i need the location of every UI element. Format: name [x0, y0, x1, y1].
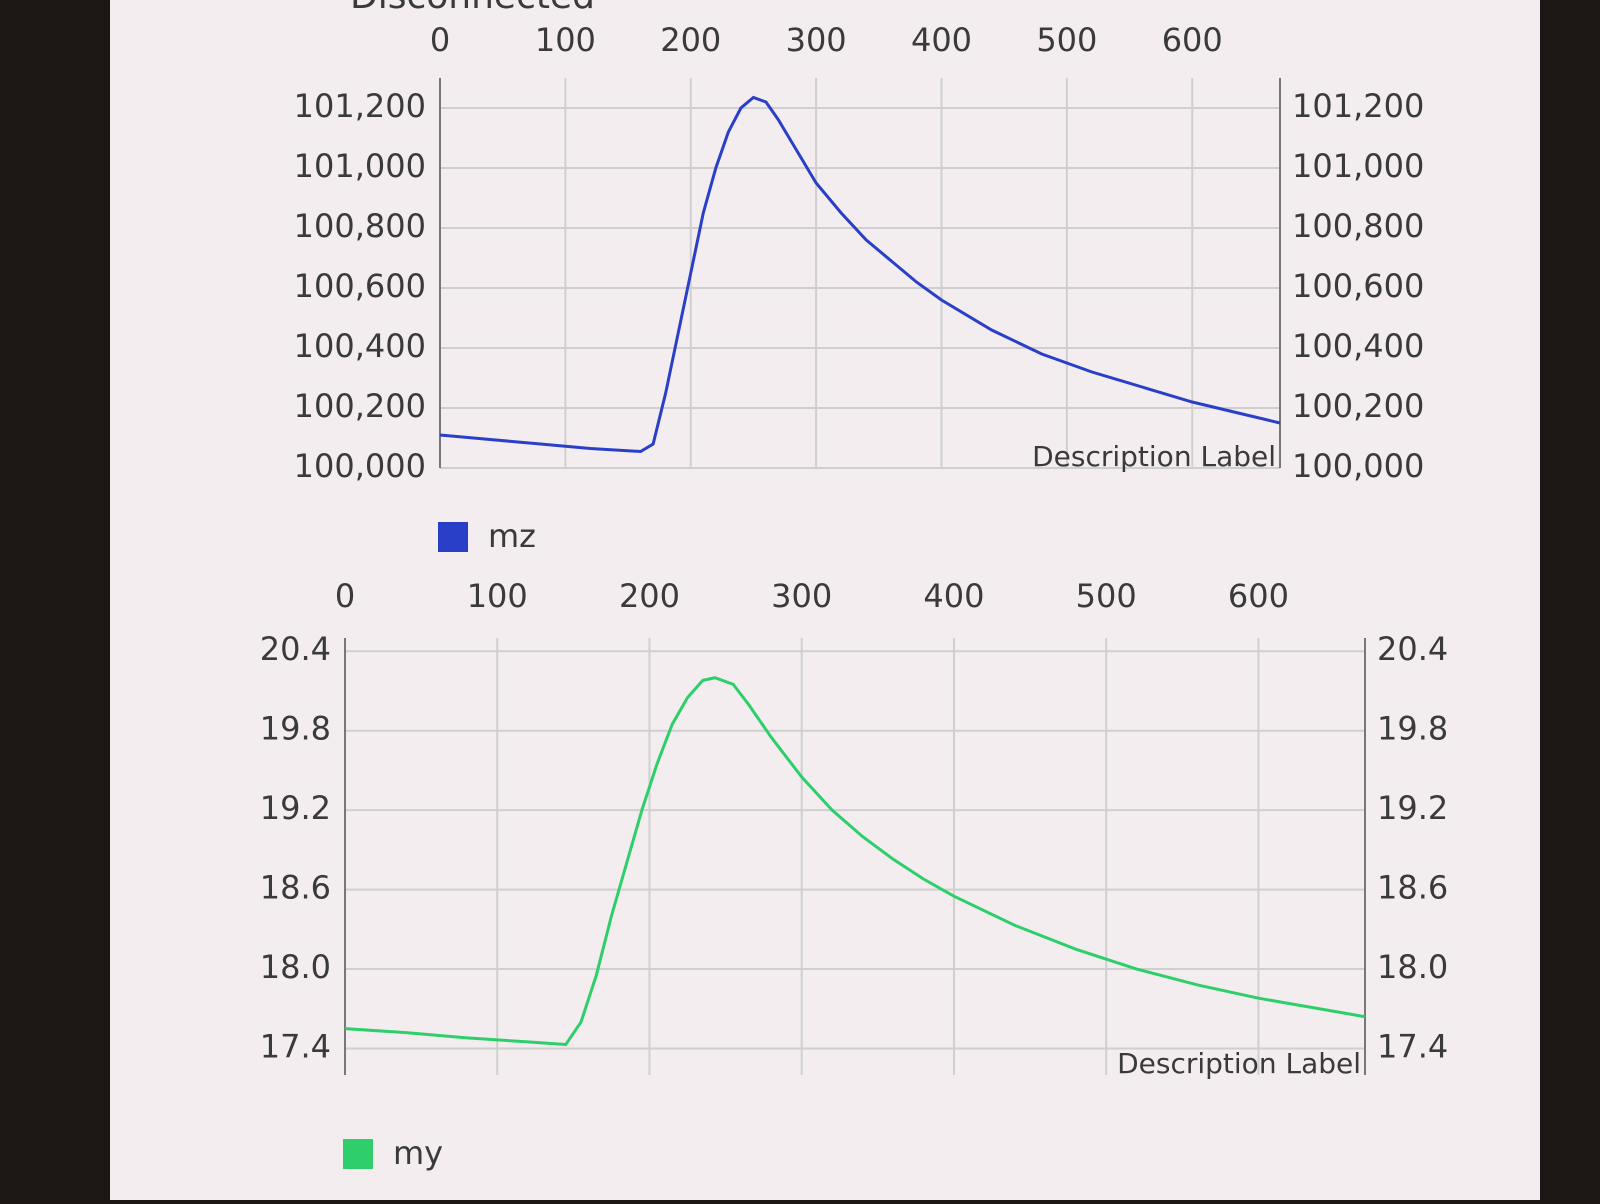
description-label: Description Label — [1117, 1047, 1361, 1080]
line — [439, 95, 1281, 454]
x-tick-label: 300 — [786, 21, 847, 59]
y-tick-label: 100,000 — [294, 447, 426, 485]
y-tick-label: 18.6 — [260, 869, 331, 907]
y-tick-label: 20.4 — [260, 630, 331, 668]
x-tick-label: 0 — [335, 577, 355, 615]
y2-tick-label: 18.6 — [1377, 869, 1448, 907]
screen-background — [110, 0, 1540, 1200]
y2-tick-label: 100,000 — [1292, 447, 1424, 485]
x-tick-label: 600 — [1228, 577, 1289, 615]
x-tick-label: 500 — [1076, 577, 1137, 615]
x-tick-label: 200 — [619, 577, 680, 615]
x-tick-label: 400 — [923, 577, 984, 615]
y-tick-label: 19.2 — [260, 789, 331, 827]
legend-swatch — [343, 1139, 373, 1169]
y2-tick-label: 100,800 — [1292, 207, 1424, 245]
y-tick-label: 100,200 — [294, 387, 426, 425]
y-tick-label: 101,000 — [294, 147, 426, 185]
y-tick-label: 19.8 — [260, 710, 331, 748]
y-tick-label: 100,400 — [294, 327, 426, 365]
y2-tick-label: 19.2 — [1377, 789, 1448, 827]
y-tick-label: 100,800 — [294, 207, 426, 245]
y2-tick-label: 101,000 — [1292, 147, 1424, 185]
y2-tick-label: 18.0 — [1377, 948, 1448, 986]
x-tick-label: 400 — [911, 21, 972, 59]
y2-tick-label: 20.4 — [1377, 630, 1448, 668]
y-tick-label: 18.0 — [260, 948, 331, 986]
description-label: Description Label — [1032, 440, 1276, 473]
y2-tick-label: 101,200 — [1292, 87, 1424, 125]
y2-tick-label: 100,400 — [1292, 327, 1424, 365]
y2-tick-label: 19.8 — [1377, 710, 1448, 748]
y-tick-label: 100,600 — [294, 267, 426, 305]
x-tick-label: 600 — [1162, 21, 1223, 59]
y-tick-label: 101,200 — [294, 87, 426, 125]
x-tick-label: 500 — [1036, 21, 1097, 59]
y2-tick-label: 17.4 — [1377, 1028, 1448, 1066]
status-text: Disconnected — [350, 0, 595, 17]
legend-swatch — [438, 522, 468, 552]
x-tick-label: 100 — [467, 577, 528, 615]
x-tick-label: 100 — [535, 21, 596, 59]
y2-tick-label: 100,200 — [1292, 387, 1424, 425]
x-tick-label: 0 — [430, 21, 450, 59]
x-tick-label: 200 — [660, 21, 721, 59]
y2-tick-label: 100,600 — [1292, 267, 1424, 305]
x-tick-label: 300 — [771, 577, 832, 615]
legend-label: my — [393, 1134, 443, 1172]
legend-label: mz — [488, 517, 536, 555]
line — [344, 676, 1366, 1047]
y-tick-label: 17.4 — [260, 1028, 331, 1066]
